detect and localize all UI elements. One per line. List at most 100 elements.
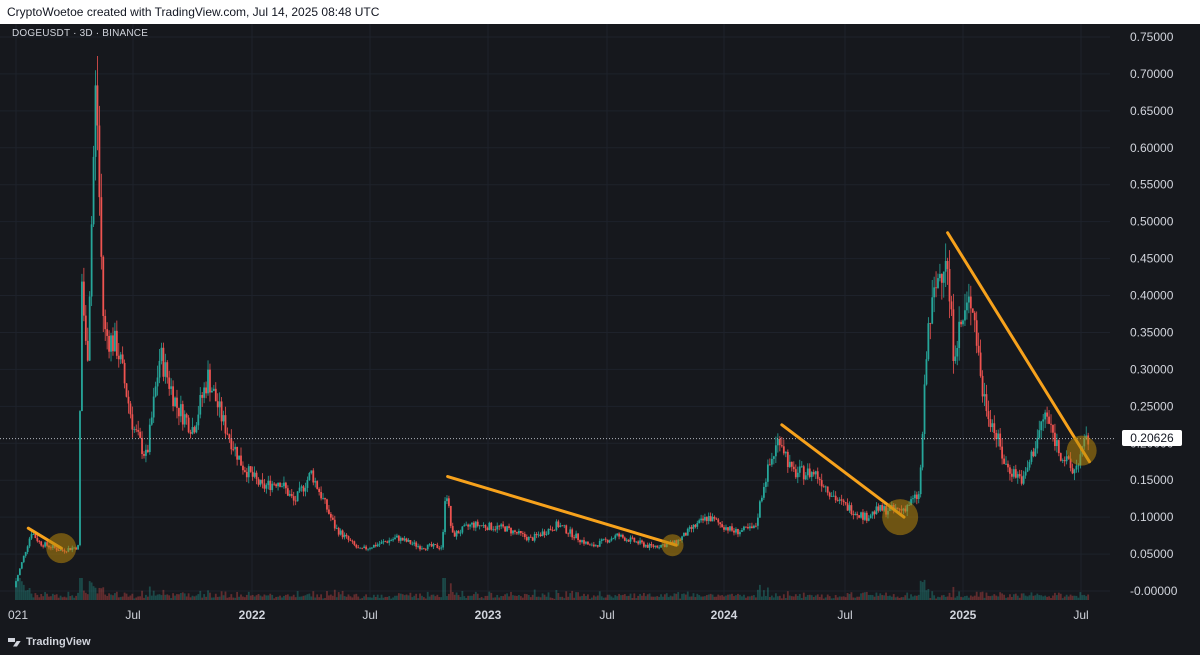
volume-bar <box>983 597 986 600</box>
trendlines <box>26 231 1091 550</box>
candle-body <box>90 224 93 297</box>
x-tick-label: Jul <box>599 608 614 622</box>
candle-body <box>840 499 843 501</box>
volume-bar <box>255 595 258 600</box>
volume-bar <box>652 596 655 600</box>
volume-bar <box>759 584 761 600</box>
candle-body <box>253 472 256 477</box>
volume-bar <box>214 593 217 600</box>
candle-body <box>741 530 743 532</box>
volume-bar <box>946 596 949 600</box>
volume-bar <box>1007 597 1009 600</box>
volume-bar <box>285 594 287 600</box>
candle-body <box>426 544 429 550</box>
volume-bar <box>906 592 909 600</box>
candle-body <box>79 411 81 546</box>
volume-bar <box>261 596 264 600</box>
candle-body <box>296 491 299 502</box>
volume-bar <box>71 595 74 600</box>
volume-bar <box>688 596 691 600</box>
y-tick-label: 0.50000 <box>1130 215 1174 229</box>
y-tick-label: 0.30000 <box>1130 362 1174 376</box>
volume-bar <box>245 594 248 600</box>
volume-bar <box>523 593 526 600</box>
volume-bar <box>527 594 530 600</box>
volume-bar <box>812 596 815 600</box>
candle-body <box>181 404 184 425</box>
volume-bar <box>376 594 379 600</box>
candle-body <box>15 581 17 588</box>
candle-body <box>191 427 194 434</box>
volume-bar <box>164 594 167 600</box>
x-tick-label: Jul <box>1073 608 1088 622</box>
volume-bar <box>966 595 968 600</box>
candle-body <box>353 541 356 545</box>
volume-bar <box>69 596 72 600</box>
candle-body <box>598 541 601 547</box>
candle-body <box>1022 475 1025 484</box>
chart-panel[interactable] <box>0 24 1200 655</box>
highlight-circle <box>1066 435 1097 466</box>
volume-bar <box>739 594 741 600</box>
candle-body <box>935 287 937 289</box>
volume-bar <box>396 595 398 600</box>
candle-body <box>592 544 595 547</box>
tradingview-logo[interactable]: TradingView <box>8 636 91 648</box>
volume-bar <box>1073 595 1076 600</box>
candle-body <box>652 545 655 547</box>
volume-bar <box>453 594 456 600</box>
symbol-label[interactable]: DOGEUSDT · 3D · BINANCE <box>12 28 149 39</box>
candle-body <box>778 438 781 446</box>
volume-bar <box>840 596 843 600</box>
candle-body <box>561 525 564 527</box>
volume-bar <box>123 592 126 600</box>
volume-bar <box>269 593 272 600</box>
candle-body <box>600 539 603 542</box>
candle-body <box>616 533 619 536</box>
candle-body <box>242 465 244 471</box>
candle-body <box>834 495 837 501</box>
volume-bar <box>862 592 864 600</box>
volume-bar <box>119 596 122 600</box>
candle-body <box>780 445 783 447</box>
volume-bar <box>577 592 579 600</box>
candle-body <box>179 404 182 417</box>
candle-body <box>306 480 309 488</box>
candle-body <box>925 359 928 385</box>
candle-body <box>719 522 722 525</box>
volume-bar <box>910 594 912 600</box>
candle-body <box>587 541 589 545</box>
volume-bar <box>940 595 943 600</box>
volume-bar <box>322 598 324 600</box>
candle-body <box>114 330 116 352</box>
candle-body <box>753 525 755 529</box>
candle-body <box>700 518 703 521</box>
volume-bar <box>555 590 558 600</box>
volume-bar <box>283 595 285 600</box>
candle-body <box>707 516 710 521</box>
candle-body <box>858 515 861 518</box>
volume-bar <box>731 593 733 600</box>
candle-body <box>625 539 628 541</box>
candle-body <box>337 528 340 535</box>
candle-body <box>459 532 462 534</box>
volume-bar <box>704 596 706 600</box>
volume-bar <box>1009 594 1011 600</box>
volume-bar <box>904 595 907 600</box>
volume-bar <box>320 594 323 600</box>
candle-body <box>471 522 473 525</box>
candle-body <box>117 355 120 360</box>
candle-body <box>1007 463 1009 468</box>
candle-body <box>424 548 427 550</box>
volume-bar <box>931 591 934 600</box>
candle-body <box>351 540 354 542</box>
candle-body <box>390 540 393 542</box>
candle-body <box>543 531 546 535</box>
volume-bar <box>650 596 653 600</box>
candle-body <box>999 433 1002 447</box>
volume-bar <box>776 596 779 600</box>
volume-bar <box>935 598 937 600</box>
volume-bar <box>569 593 572 600</box>
volume-bar <box>181 592 184 600</box>
